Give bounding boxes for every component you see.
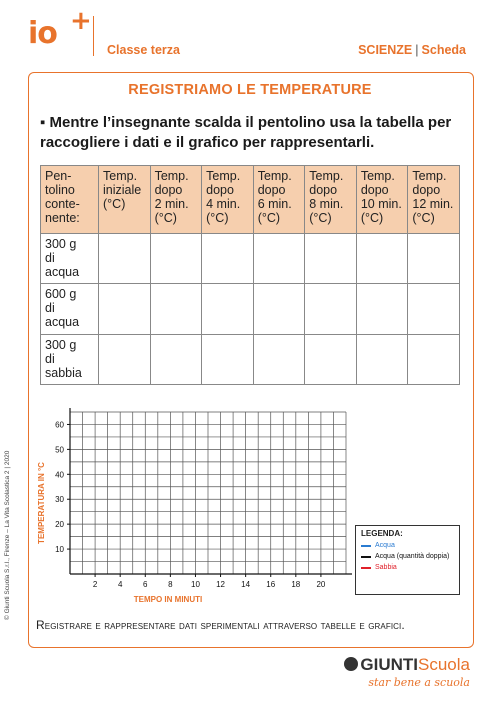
brand-name-main: GIUNTI <box>360 655 419 674</box>
y-tick-label: 30 <box>55 495 64 504</box>
entry-cell[interactable] <box>149 232 203 285</box>
x-tick-label: 14 <box>241 580 250 589</box>
entry-cell[interactable] <box>355 232 409 285</box>
entry-cell[interactable] <box>252 232 306 285</box>
legend-swatch-sabbia <box>361 566 371 569</box>
legend-entry: Acqua (quantità doppia) <box>361 553 454 560</box>
brand-name-accent: Scuola <box>418 655 470 674</box>
legend-label: Acqua (quantità doppia) <box>375 553 450 560</box>
table-header-cell: Temp. dopo 6 min. (°C) <box>252 165 306 234</box>
entry-cell[interactable] <box>201 232 254 285</box>
x-tick-label: 16 <box>266 580 275 589</box>
y-tick-label: 10 <box>55 545 64 554</box>
table-header-cell: Pen- tolino conte- nente: <box>40 165 99 234</box>
table-header-row: Pen- tolino conte- nente: Temp. iniziale… <box>40 165 460 234</box>
row-label: 300 g di sabbia <box>40 333 99 386</box>
chart-legend: LEGENDA: Acqua Acqua (quantità doppia) S… <box>355 525 460 595</box>
entry-cell[interactable] <box>304 333 357 386</box>
copyright-credit: © Giunti Scuola S.r.l., Firenze – La Vit… <box>4 450 11 620</box>
entry-cell[interactable] <box>98 283 151 335</box>
x-tick-label: 18 <box>291 580 300 589</box>
entry-cell[interactable] <box>355 333 409 386</box>
entry-cell[interactable] <box>304 283 357 335</box>
entry-cell[interactable] <box>304 232 357 285</box>
logo-text: io <box>28 16 58 51</box>
legend-entry: Sabbia <box>361 564 454 571</box>
y-tick-label: 50 <box>55 445 64 454</box>
page-title: REGISTRIAMO LE TEMPERATURE <box>128 82 372 98</box>
y-tick-label: 20 <box>55 520 64 529</box>
x-tick-label: 4 <box>118 580 123 589</box>
table-header-cell: Temp. dopo 10 min. (°C) <box>355 165 409 234</box>
learning-objective-text: Registrare e rappresentare dati sperimen… <box>36 618 405 632</box>
legend-entry: Acqua <box>361 542 454 549</box>
x-tick-label: 20 <box>316 580 325 589</box>
entry-cell[interactable] <box>98 232 151 285</box>
brand-name: GIUNTIScuola <box>344 655 470 675</box>
giunti-scuola-logo: GIUNTIScuola star bene a scuola <box>344 655 470 689</box>
x-tick-label: 12 <box>216 580 225 589</box>
x-tick-label: 10 <box>191 580 200 589</box>
subject-separator: | <box>415 43 419 57</box>
entry-cell[interactable] <box>149 333 203 386</box>
logo-plus: + <box>70 6 92 36</box>
legend-label: Acqua <box>375 542 395 549</box>
x-tick-label: 8 <box>168 580 173 589</box>
header-divider <box>93 16 94 56</box>
entry-cell[interactable] <box>407 333 460 386</box>
brand-tagline: star bene a scuola <box>368 676 470 689</box>
class-label: Classe terza <box>107 43 180 57</box>
legend-swatch-acqua <box>361 544 371 547</box>
table-header-cell: Temp. dopo 8 min. (°C) <box>304 165 357 234</box>
table-row: 300 g di sabbia <box>40 333 460 386</box>
sheet-type: Scheda <box>421 43 466 57</box>
legend-title: LEGENDA: <box>361 529 403 538</box>
table-header-cell: Temp. dopo 2 min. (°C) <box>149 165 203 234</box>
table-header-cell: Temp. iniziale (°C) <box>98 165 151 234</box>
worksheet-frame <box>28 72 474 648</box>
instruction-text: ▪ Mentre l’insegnante scalda il pentolin… <box>40 114 452 151</box>
temperature-table: Pen- tolino conte- nente: Temp. iniziale… <box>40 165 460 386</box>
y-axis-label: TEMPERATURA IN °C <box>37 462 46 544</box>
row-label: 600 g di acqua <box>40 283 99 335</box>
y-tick-label: 60 <box>55 420 64 429</box>
legend-swatch-acqua-doppia <box>361 555 371 558</box>
x-axis-label: TEMPO IN MINUTI <box>134 595 202 604</box>
entry-cell[interactable] <box>252 333 306 386</box>
x-tick-label: 6 <box>143 580 148 589</box>
brand-mark-icon <box>344 657 359 671</box>
table-header-cell: Temp. dopo 4 min. (°C) <box>201 165 254 234</box>
entry-cell[interactable] <box>407 283 460 335</box>
subject-name: SCIENZE <box>358 43 413 57</box>
x-tick-label: 2 <box>93 580 98 589</box>
learning-objective: Registrare e rappresentare dati sperimen… <box>36 618 466 632</box>
entry-cell[interactable] <box>149 283 203 335</box>
row-label: 300 g di acqua <box>40 232 99 285</box>
entry-cell[interactable] <box>201 283 254 335</box>
table-row: 600 g di acqua <box>40 283 460 335</box>
temperature-chart: 2 4 6 8 10 12 14 16 18 20 10 20 30 40 50 60 TEMPO IN MIN… <box>37 408 352 604</box>
entry-cell[interactable] <box>407 232 460 285</box>
entry-cell[interactable] <box>201 333 254 386</box>
y-tick-label: 40 <box>55 470 64 479</box>
entry-cell[interactable] <box>252 283 306 335</box>
legend-label: Sabbia <box>375 564 397 571</box>
table-row: 300 g di acqua <box>40 232 460 285</box>
entry-cell[interactable] <box>98 333 151 386</box>
subject-label: SCIENZE | Scheda <box>358 43 466 57</box>
io-plus-logo: io + <box>28 6 92 51</box>
table-header-cell: Temp. dopo 12 min. (°C) <box>407 165 460 234</box>
entry-cell[interactable] <box>355 283 409 335</box>
page-header: io + Classe terza SCIENZE | Scheda <box>0 0 500 70</box>
